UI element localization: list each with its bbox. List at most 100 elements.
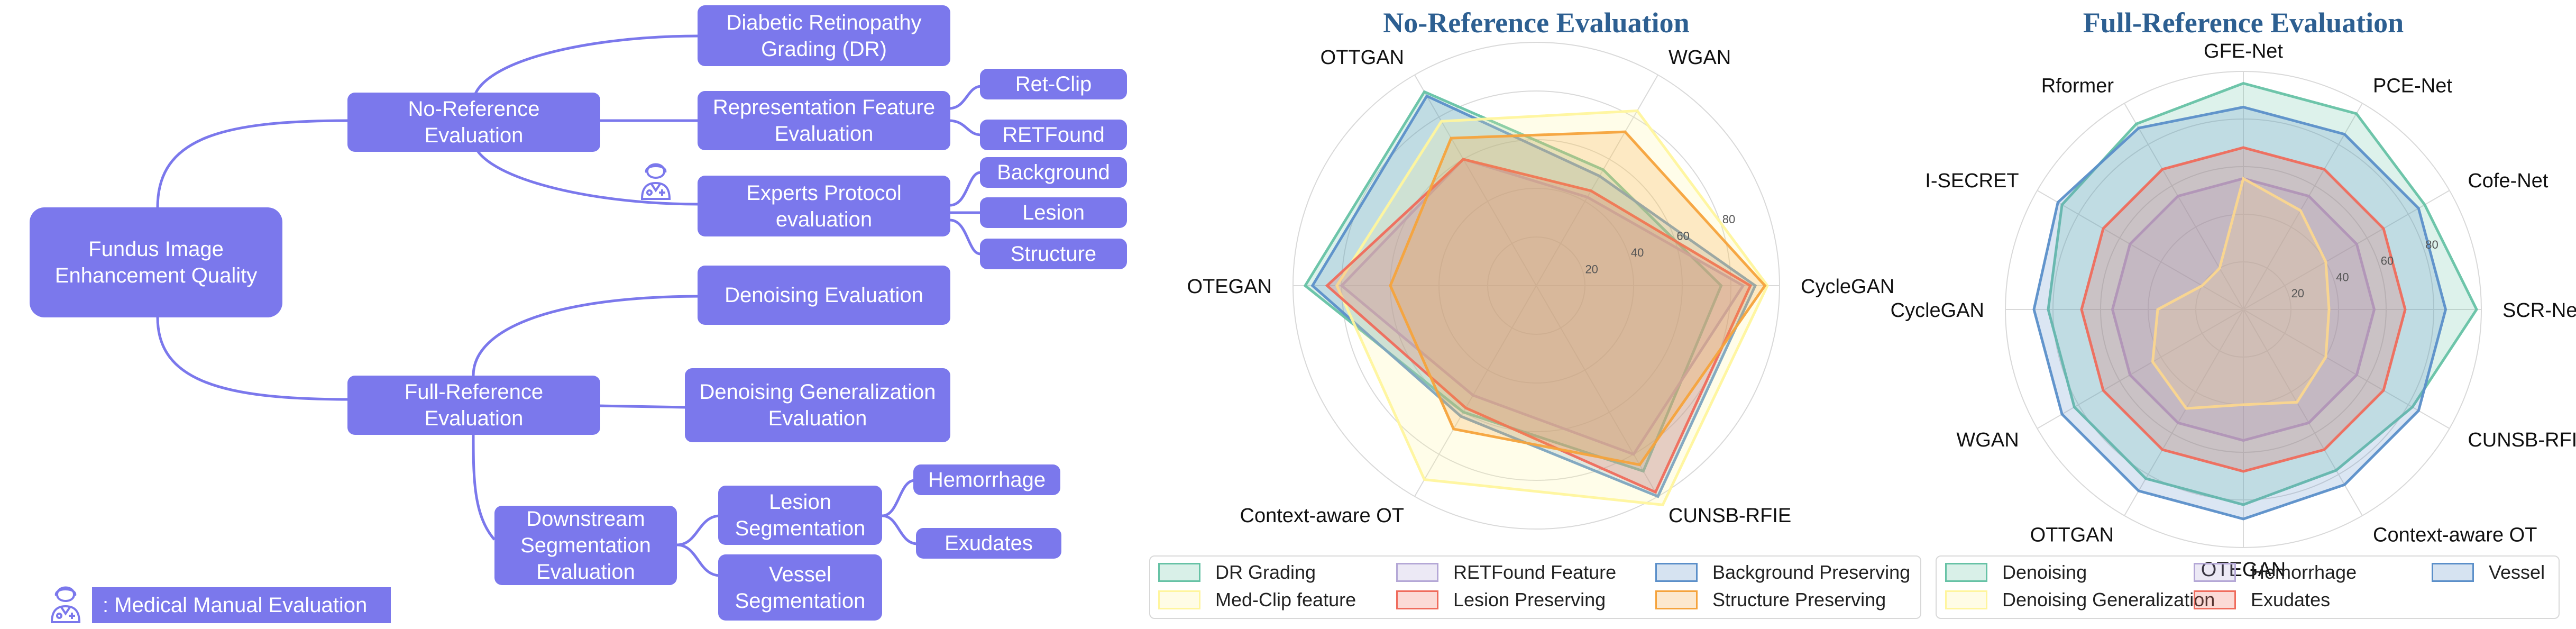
- downstream-node: Downstream Segmentation Evaluation: [494, 506, 677, 585]
- series-vessel: [2032, 105, 2447, 521]
- category-label: PCE-Net: [2373, 75, 2452, 97]
- legend-item: Med-Clip feature: [1158, 589, 1356, 610]
- legend-doctor-icon: [50, 586, 81, 623]
- legend-swatch: [1158, 563, 1200, 582]
- category-label: OTEGAN: [2201, 559, 2286, 581]
- legend-label: Lesion Preserving: [1453, 589, 1606, 610]
- legend-swatch: [1945, 563, 1987, 582]
- grid-spoke: [1414, 285, 1537, 497]
- legend-swatch: [1655, 590, 1698, 609]
- radar-1: 20 40 60 80 GFE-Net PCE-Net Cofe-Net SCR-Net CUN…: [1891, 40, 2576, 581]
- legend-swatch: [1396, 563, 1438, 582]
- grid-spoke: [2243, 190, 2450, 310]
- series-lesion-preserving: [1325, 158, 1753, 494]
- category-label: WGAN: [1956, 429, 2019, 451]
- category-label: SCR-Net: [2502, 299, 2576, 322]
- category-label: CycleGAN: [1801, 276, 1894, 298]
- doctor-icon: [640, 163, 671, 200]
- legend-item: Vessel: [2432, 561, 2545, 583]
- tick-label: 40: [1631, 246, 1644, 259]
- legend-item: Structure Preserving: [1655, 589, 1886, 610]
- legend-label: Exudates: [2251, 589, 2331, 610]
- category-label: GFE-Net: [2204, 40, 2283, 62]
- legend-label: RETFound Feature: [1453, 561, 1617, 583]
- grid-spoke: [2243, 309, 2363, 516]
- exudates-node: Exudates: [916, 528, 1061, 559]
- legend-label: Vessel: [2489, 561, 2545, 583]
- legend-item: Denoising Generalization: [1945, 589, 2215, 610]
- legend-item: Lesion Preserving: [1396, 589, 1606, 610]
- legend-label: Background Preserving: [1712, 561, 1911, 583]
- grid-spoke: [2124, 309, 2244, 516]
- series-structure-preserving: [1389, 130, 1767, 467]
- legend-label: Denoising Generalization: [2002, 589, 2215, 610]
- legend-swatch: [2194, 563, 2236, 582]
- representation-node: Representation Feature Evaluation: [698, 91, 950, 150]
- category-label: CycleGAN: [1891, 299, 1984, 322]
- radar-title-no-reference: No-Reference Evaluation: [1383, 7, 1690, 39]
- category-label: CUNSB-RFIE: [1669, 505, 1791, 527]
- legend-item: Background Preserving: [1655, 561, 1911, 583]
- legend-label: Hemorrhage: [2251, 561, 2357, 583]
- category-label: Rformer: [2041, 75, 2114, 97]
- hemorrhage-node: Hemorrhage: [913, 464, 1060, 495]
- legend-swatch: [1945, 590, 1987, 609]
- grid-spoke: [1536, 285, 1658, 497]
- category-label: OTTGAN: [2030, 524, 2114, 546]
- series-dr-grading: [1303, 90, 1723, 473]
- legend-swatch: [2194, 590, 2236, 609]
- legend-label: DR Grading: [1215, 561, 1316, 583]
- lesion-segmentation-node: Lesion Segmentation: [718, 486, 882, 545]
- lesion-node: Lesion: [980, 197, 1127, 228]
- category-label: OTEGAN: [1187, 276, 1272, 298]
- category-label: Context-aware OT: [2373, 524, 2537, 546]
- legend-swatch: [1655, 563, 1698, 582]
- series-denoising-generalization: [2151, 176, 2331, 410]
- legend-swatch: [1158, 590, 1200, 609]
- structure-node: Structure: [980, 239, 1127, 269]
- category-label: WGAN: [1669, 47, 1731, 69]
- legend-item: RETFound Feature: [1396, 561, 1617, 583]
- grid-spoke: [2124, 103, 2244, 310]
- grid-spoke: [1414, 75, 1537, 286]
- tick-label: 80: [1722, 213, 1735, 226]
- manual-evaluation-legend: : Medical Manual Evaluation: [92, 587, 391, 623]
- series-retfound-feature: [1340, 158, 1745, 456]
- full-reference-node: Full-Reference Evaluation: [347, 376, 600, 435]
- series-exudates: [2080, 146, 2407, 473]
- tick-label: 40: [2336, 270, 2349, 284]
- tick-label: 20: [2291, 287, 2304, 300]
- grid-spoke: [2037, 190, 2244, 310]
- mindmap-connectors: [156, 34, 982, 577]
- grid-spoke: [2243, 309, 2450, 429]
- legend-label: Med-Clip feature: [1215, 589, 1356, 610]
- grid-spoke: [2243, 103, 2363, 310]
- category-label: Cofe-Net: [2468, 170, 2548, 192]
- tick-label: 60: [2381, 254, 2394, 268]
- legend-label: Structure Preserving: [1712, 589, 1886, 610]
- dr-grading-node: Diabetic Retinopathy Grading (DR): [698, 5, 950, 66]
- legend-no-reference: [1149, 555, 1921, 619]
- series-hemorrhage: [2111, 177, 2376, 442]
- no-reference-node: No-Reference Evaluation: [347, 93, 600, 152]
- grid-spoke: [2037, 309, 2244, 429]
- experts-node: Experts Protocol evaluation: [698, 176, 950, 236]
- legend-swatch: [1396, 590, 1438, 609]
- legend-item: DR Grading: [1158, 561, 1316, 583]
- category-label: OTTGAN: [1321, 47, 1404, 69]
- vessel-segmentation-node: Vessel Segmentation: [718, 554, 882, 621]
- radar-title-full-reference: Full-Reference Evaluation: [2083, 7, 2404, 39]
- retfound-node: RETFound: [980, 120, 1127, 150]
- radar-0: 20 40 60 80 OTTGAN WGAN CycleGAN CUNSB-RFIE Cont…: [1187, 42, 1894, 530]
- background-node: Background: [980, 157, 1127, 188]
- legend-item: Hemorrhage: [2194, 561, 2357, 583]
- category-label: I-SECRET: [1925, 170, 2019, 192]
- denoising-node: Denoising Evaluation: [698, 266, 950, 325]
- legend-swatch: [2432, 563, 2474, 582]
- legend-full-reference: [1936, 555, 2560, 619]
- tick-label: 60: [1676, 230, 1689, 243]
- legend-item: Exudates: [2194, 589, 2330, 610]
- category-label: CUNSB-RFIE: [2468, 429, 2576, 451]
- denoising-generalization-node: Denoising Generalization Evaluation: [685, 368, 950, 442]
